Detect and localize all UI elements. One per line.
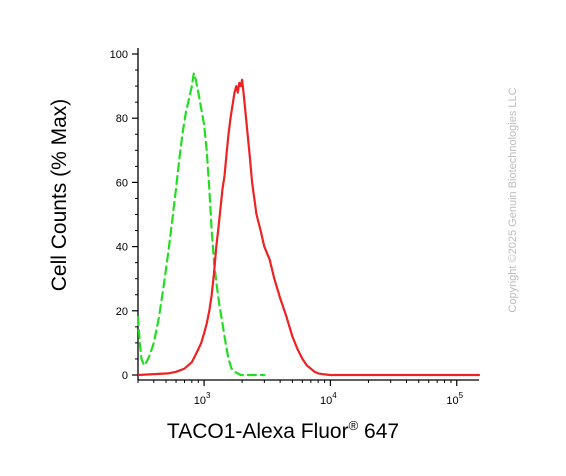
copyright-watermark: Copyright ©2025 Genuin Biotechnologies L… bbox=[507, 87, 519, 313]
sample-histogram-line bbox=[136, 78, 481, 377]
y-tick-label: 60 bbox=[116, 177, 128, 189]
series-layer bbox=[136, 72, 481, 377]
y-axis-label-container: Cell Counts (% Max) bbox=[20, 55, 100, 335]
registered-mark: ® bbox=[348, 418, 359, 433]
y-tick-label: 100 bbox=[110, 49, 128, 61]
y-tick-label: 80 bbox=[116, 113, 128, 125]
y-tick-label: 40 bbox=[116, 242, 128, 254]
x-tick-label: 104 bbox=[320, 391, 337, 407]
x-axis-label-suffix: 647 bbox=[358, 420, 400, 443]
y-tick-label: 0 bbox=[122, 370, 128, 382]
copyright-container: Copyright ©2025 Genuin Biotechnologies L… bbox=[500, 50, 526, 350]
y-tick-label: 20 bbox=[116, 306, 128, 318]
x-axis-label-text: TACO1-Alexa Fluor bbox=[166, 420, 349, 443]
x-tick-label: 103 bbox=[194, 391, 211, 407]
y-axis-label: Cell Counts (% Max) bbox=[48, 98, 71, 292]
axes bbox=[137, 48, 479, 381]
x-axis-label: TACO1-Alexa Fluor® 647 bbox=[0, 418, 566, 444]
control-histogram-line bbox=[136, 72, 266, 377]
x-tick-label: 105 bbox=[446, 391, 463, 407]
tick-layer: 0 20 40 60 80 100 103 104 105 bbox=[110, 49, 464, 407]
